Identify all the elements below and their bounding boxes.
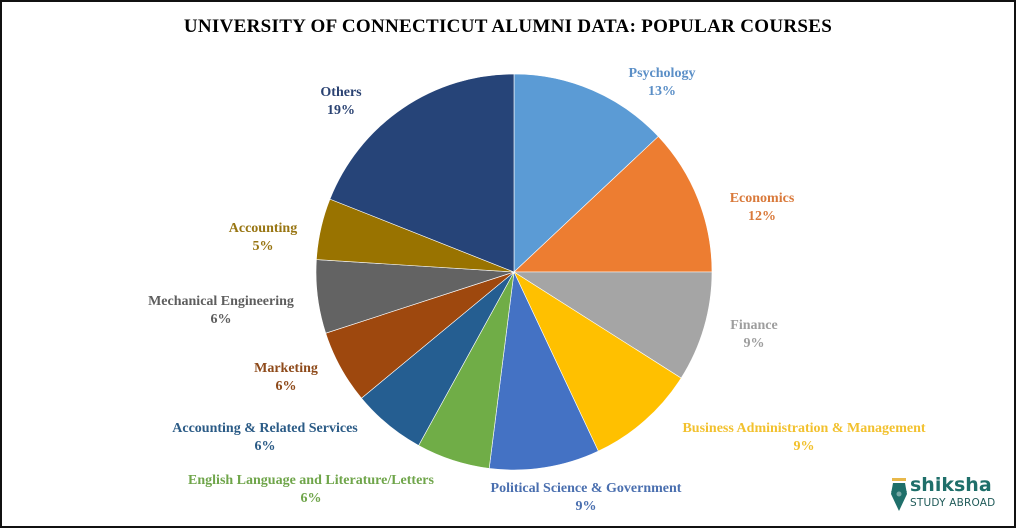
data-label-name: Mechanical Engineering — [148, 294, 294, 309]
data-label: Accounting 5% — [229, 220, 297, 256]
shiksha-logo: shiksha STUDY ABROAD — [888, 474, 1000, 516]
pen-nib-icon — [891, 478, 907, 511]
data-label-name: Accounting & Related Services — [172, 421, 358, 436]
data-label-value: 5% — [252, 239, 274, 254]
chart-title: UNIVERSITY OF CONNECTICUT ALUMNI DATA: P… — [183, 16, 833, 37]
data-label-value: 6% — [300, 491, 322, 506]
data-label: Psychology 13% — [629, 65, 696, 101]
data-label-value: 9% — [743, 336, 765, 351]
data-label: English Language and Literature/Letters 6… — [188, 472, 434, 508]
pie-slice-economics — [513, 136, 713, 273]
data-label-name: Marketing — [254, 361, 318, 376]
data-label-name: Finance — [730, 318, 778, 333]
data-label-value: 6% — [275, 379, 297, 394]
data-label-value: 9% — [793, 439, 815, 454]
data-label-name: English Language and Literature/Letters — [188, 473, 434, 488]
data-label-value: 6% — [254, 439, 276, 454]
data-label-name: Psychology — [628, 66, 696, 81]
data-label: Mechanical Engineering 6% — [148, 293, 294, 329]
pie-slice-finance — [512, 271, 713, 379]
data-label: Finance 9% — [730, 317, 777, 353]
data-label: Accounting & Related Services 6% — [172, 420, 357, 456]
data-label-value: 12% — [748, 209, 776, 224]
data-label-name: Economics — [729, 191, 795, 206]
data-label-value: 19% — [327, 103, 355, 118]
data-label: Political Science & Government 9% — [491, 480, 682, 516]
data-label: Business Administration & Management 9% — [682, 420, 925, 456]
data-label-value: 9% — [575, 499, 597, 514]
data-label: Marketing 6% — [254, 360, 318, 396]
data-label-value: 6% — [210, 312, 232, 327]
data-label-name: Business Administration & Management — [682, 421, 926, 436]
pie-slice-political-science-government — [488, 270, 599, 471]
logo-brand: shiksha — [910, 474, 992, 496]
pie-slice-business-administration-management — [513, 271, 682, 452]
pie-slice-others — [329, 73, 515, 273]
data-label-name: Political Science & Government — [490, 481, 682, 496]
data-label-name: Accounting — [228, 221, 298, 236]
data-label: Others 19% — [320, 84, 361, 120]
logo-subtitle: STUDY ABROAD — [910, 497, 996, 509]
data-label-value: 13% — [647, 84, 676, 99]
data-label: Economics 12% — [730, 190, 795, 226]
pie-slice-psychology — [513, 73, 659, 273]
data-label-name: Others — [320, 85, 362, 100]
